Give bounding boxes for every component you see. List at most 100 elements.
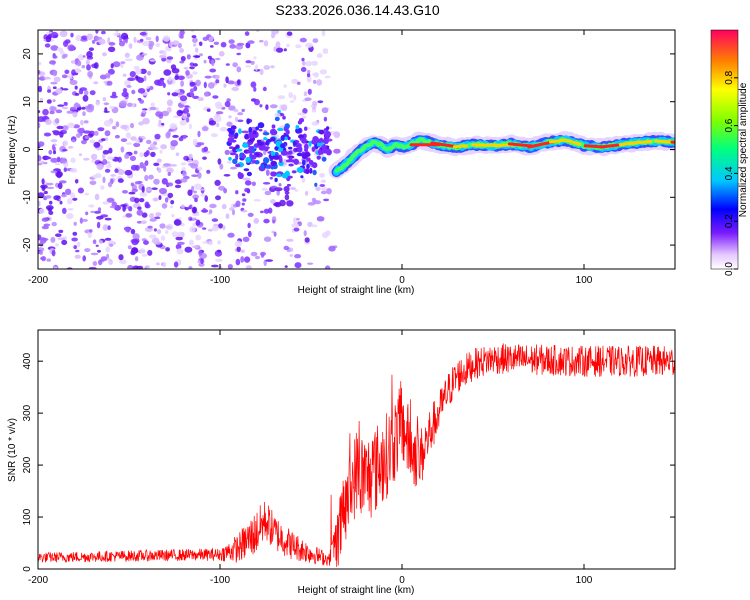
- spectrogram-noise-blob: [68, 146, 74, 149]
- spectrogram-noise-blob: [59, 50, 65, 55]
- spectrogram-noise-blob: [211, 264, 219, 268]
- spectrogram-noise-blob: [324, 75, 331, 79]
- spectrogram-noise-blob: [142, 117, 150, 125]
- spectrogram-noise-blob: [180, 56, 186, 62]
- spectrogram-noise-blob: [230, 166, 237, 170]
- spectrogram-cluster-blob: [249, 153, 253, 158]
- spectrogram-noise-blob: [70, 106, 77, 111]
- spectrogram-noise-blob: [103, 102, 110, 106]
- spectrogram-noise-blob: [323, 116, 328, 122]
- spectrogram-noise-blob: [191, 35, 197, 39]
- spectrogram-noise-blob: [72, 197, 78, 201]
- spectrogram-noise-blob: [155, 35, 159, 43]
- spectrogram-noise-blob: [38, 155, 42, 162]
- spectrogram-noise-blob: [269, 176, 273, 180]
- spectrogram-noise-blob: [73, 221, 77, 226]
- spectrogram-noise-blob: [250, 251, 258, 257]
- spectrogram-cluster-blob: [312, 169, 317, 176]
- spectrogram-noise-blob: [263, 208, 270, 214]
- spectrogram-cluster-blob: [304, 143, 309, 151]
- spectrogram-noise-blob: [203, 81, 207, 89]
- spectrogram-noise-blob: [300, 67, 307, 72]
- spectrogram-noise-blob: [194, 55, 201, 58]
- spectrogram-noise-blob: [167, 172, 171, 176]
- spectrogram-noise-blob: [128, 206, 133, 212]
- spectrogram-noise-blob: [149, 59, 156, 62]
- spectrogram-noise-blob: [202, 156, 207, 160]
- spectrogram-noise-blob: [274, 187, 283, 192]
- spectrogram-cluster-blob: [306, 163, 310, 169]
- spectrogram-noise-blob: [57, 182, 63, 190]
- spectrogram-noise-blob: [62, 125, 69, 131]
- spectrogram-noise-blob: [217, 158, 222, 165]
- spectrogram-noise-blob: [64, 39, 71, 44]
- spectrogram-noise-blob: [141, 212, 148, 218]
- spectrogram-noise-blob: [53, 266, 58, 269]
- spectrogram-noise-blob: [105, 246, 110, 253]
- spectrogram-cluster-blob: [280, 143, 286, 149]
- spectrogram-cluster-blob: [296, 152, 303, 157]
- spectrogram-noise-blob: [129, 155, 136, 162]
- spectrogram-noise-blob: [171, 92, 179, 97]
- spectrogram-noise-blob: [43, 132, 52, 137]
- spectrogram-noise-blob: [158, 119, 162, 126]
- spectrogram-noise-blob: [307, 262, 314, 265]
- spectrogram-noise-blob: [219, 163, 224, 170]
- spectrogram-noise-blob: [144, 161, 149, 166]
- spectrogram-noise-blob: [78, 153, 83, 157]
- spectrogram-cluster-blob: [229, 152, 237, 156]
- spectrogram-noise-blob: [137, 88, 146, 94]
- spectrogram-noise-blob: [185, 70, 190, 76]
- spectrogram-noise-blob: [43, 76, 52, 80]
- spectrogram-noise-blob: [50, 106, 57, 112]
- spectrogram-noise-blob: [192, 71, 198, 75]
- spectrogram-cluster-blob: [235, 148, 243, 152]
- spectrogram-noise-blob: [110, 63, 114, 69]
- spectrogram-cluster-blob: [299, 137, 307, 141]
- spectrogram-noise-blob: [253, 56, 257, 60]
- spectrogram-noise-blob: [96, 221, 101, 229]
- spectrogram-noise-blob: [166, 167, 174, 174]
- spectrogram-noise-blob: [120, 146, 125, 153]
- spectrogram-noise-blob: [137, 206, 142, 210]
- spectrogram-noise-blob: [209, 203, 217, 209]
- spectrogram-noise-blob: [45, 205, 54, 211]
- spectrogram-noise-blob: [219, 126, 228, 132]
- spectrogram-noise-blob: [181, 167, 186, 171]
- spectrogram-noise-blob: [235, 200, 241, 208]
- spectrogram-noise-blob: [67, 208, 74, 211]
- spectrogram-noise-blob: [283, 158, 288, 166]
- spectrogram-noise-blob: [224, 149, 230, 155]
- spectrogram-noise-blob: [39, 208, 45, 214]
- spectrogram-noise-blob: [323, 198, 330, 202]
- spectrogram-noise-blob: [124, 153, 130, 159]
- spectrogram-noise-blob: [215, 258, 223, 262]
- colorbar-label: Normalized spectral amplitude: [738, 82, 749, 217]
- spectrogram-noise-blob: [206, 169, 211, 174]
- spectrogram-noise-blob: [153, 178, 160, 185]
- spectrogram-noise-blob: [286, 31, 293, 36]
- spectrogram-noise-blob: [98, 240, 103, 244]
- spectrogram-noise-blob: [263, 218, 270, 224]
- spectrogram-noise-blob: [286, 238, 294, 242]
- spectrogram-noise-blob: [134, 181, 142, 185]
- spectrogram-noise-blob: [166, 56, 174, 60]
- spectrogram-cluster-blob: [314, 182, 318, 187]
- snr-series-line: [38, 343, 675, 568]
- spectrogram-noise-blob: [265, 169, 270, 176]
- spectrogram-cluster-blob: [227, 127, 233, 132]
- spectrogram-noise-blob: [201, 126, 209, 132]
- spectrogram-noise-blob: [97, 207, 102, 212]
- spectrogram-noise-blob: [211, 218, 219, 222]
- spectrogram-noise-blob: [302, 108, 308, 114]
- spectrogram-noise-blob: [53, 195, 61, 201]
- spectrogram-noise-blob: [120, 124, 128, 130]
- colorbar: 0.0 0.2 0.4 0.6 0.8 Normalized spectral ampl…: [710, 29, 749, 276]
- spectrogram-noise-blob: [41, 217, 49, 222]
- spectrogram-noise-blob: [147, 70, 152, 76]
- spectrogram-noise-blob: [94, 193, 100, 201]
- spectrogram-noise-blob: [188, 153, 193, 160]
- spectrogram-noise-blob: [104, 237, 112, 241]
- spectrogram-noise-blob: [163, 69, 172, 76]
- spectrogram-noise-blob: [149, 213, 155, 219]
